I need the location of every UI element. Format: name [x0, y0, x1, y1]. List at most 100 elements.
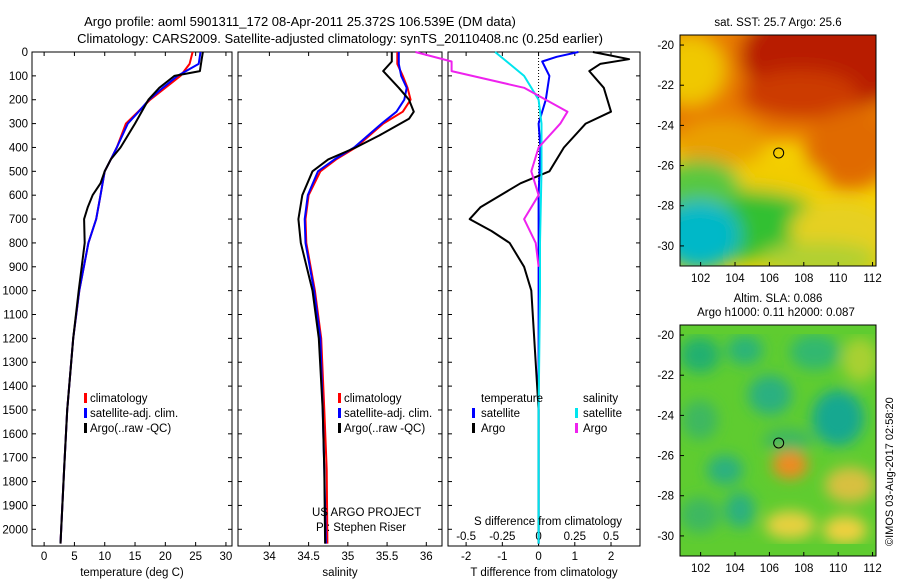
map-x-tick-label: 106 — [760, 563, 779, 575]
sst-map-axes: 102 104 106 108 110 112 -20 -22 -24 -26 -28 -30 — [657, 40, 881, 285]
legend-label-climatology: climatology — [90, 393, 148, 405]
y-tick-label: 200 — [9, 95, 28, 107]
legend-label-temp-argo: Argo — [481, 423, 505, 435]
x-tick-label: 34.5 — [297, 551, 319, 563]
legend-swatch-satellite-adj — [84, 408, 87, 418]
y-tick-label: 1600 — [2, 429, 28, 441]
map-y-tick-label: -22 — [657, 80, 674, 92]
legend-label-argo: Argo(..raw -QC) — [90, 423, 171, 435]
legend-swatch-sal-argo — [575, 423, 578, 433]
imos-stamp: ©IMOS 03-Aug-2017 02:58:20 — [884, 397, 896, 546]
legend-swatch-climatology — [338, 393, 341, 403]
sla-map-title-1: Altim. SLA: 0.086 — [734, 293, 823, 305]
difference-panel: -2 -1 0 1 2-0.5 -0.25 0 0.25 0.5T difference fro… — [415, 51, 641, 579]
map-y-tick-label: -26 — [657, 451, 674, 463]
y-tick-label: 1500 — [2, 405, 28, 417]
x-axis-label: temperature (deg C) — [80, 567, 184, 579]
map-x-tick-label: 104 — [725, 273, 745, 285]
series-line-argo-temperature — [468, 51, 631, 544]
legend-label-argo: Argo(..raw -QC) — [344, 423, 425, 435]
s-tick-label: -0.5 — [456, 531, 476, 543]
x-tick-label: 35 — [341, 551, 354, 563]
sla-map-axes: 102 104 106 108 110 112 -20 -22 -24 -26 -28 -30 — [657, 330, 881, 575]
sla-map: 102 104 106 108 110 112 -20 -22 -24 -26 -28 -30 — [657, 324, 882, 575]
project-credit: US ARGO PROJECT — [312, 507, 421, 519]
map-x-tick-label: 110 — [829, 563, 847, 575]
legend-label-sal-argo: Argo — [583, 423, 607, 435]
series-line-satelliteadjclim — [303, 52, 408, 544]
x-tick-label: 30 — [220, 551, 233, 563]
map-x-tick-label: 110 — [829, 273, 847, 285]
x-tick-label: 1 — [572, 551, 578, 563]
temperature-legend: climatology satellite-adj. clim. Argo(..… — [84, 393, 178, 435]
sla-field — [680, 325, 876, 556]
map-x-tick-label: 112 — [863, 563, 881, 575]
map-x-tick-label: 104 — [725, 563, 745, 575]
y-tick-label: 1200 — [2, 333, 28, 345]
s-tick-label: 0.5 — [603, 531, 619, 543]
sla-field-blobs — [680, 334, 876, 544]
sla-map-title-2: Argo h1000: 0.11 h2000: 0.087 — [697, 307, 855, 319]
y-tick-label: 1900 — [2, 500, 28, 512]
map-y-tick-label: -20 — [657, 330, 674, 342]
legend-swatch-temp-satellite — [472, 408, 475, 418]
series-line-argo-salinity — [415, 51, 569, 267]
map-y-tick-label: -22 — [657, 370, 674, 382]
x-axis-label: salinity — [322, 567, 357, 579]
s-tick-label: 0.25 — [564, 531, 586, 543]
x-tick-label: 20 — [159, 551, 172, 563]
x-tick-label: 0 — [535, 551, 541, 563]
x-tick-label: 10 — [98, 551, 111, 563]
sst-map: 102 104 106 108 110 112 -20 -22 -24 -26 -28 -30 — [657, 34, 882, 285]
legend-swatch-climatology — [84, 393, 87, 403]
x-axis-label: T difference from climatology — [470, 567, 617, 579]
pi-credit: PI: Stephen Riser — [316, 522, 406, 534]
y-tick-label: 600 — [9, 190, 28, 202]
x-tick-label: 2 — [608, 551, 614, 563]
y-tick-label: 700 — [9, 214, 28, 226]
x-tick-label: 36 — [420, 551, 433, 563]
sst-map-frame — [679, 34, 877, 267]
map-x-tick-label: 108 — [794, 273, 813, 285]
legend-label-satellite-adj: satellite-adj. clim. — [344, 408, 432, 420]
legend-label-climatology: climatology — [344, 393, 402, 405]
y-tick-label: 800 — [9, 238, 28, 250]
plot-frame — [237, 51, 443, 547]
sst-profile-marker — [773, 147, 785, 159]
y-tick-label: 900 — [9, 262, 28, 274]
sst-field-blobs — [680, 35, 876, 266]
sst-map-title: sat. SST: 25.7 Argo: 25.6 — [714, 17, 841, 29]
x-tick-label: 5 — [71, 551, 77, 563]
legend-label-temp-satellite: satellite — [481, 408, 520, 420]
s-difference-label: S difference from climatology — [474, 516, 622, 528]
map-x-tick-label: 102 — [691, 273, 710, 285]
plot-frame — [31, 51, 233, 547]
temperature-panel: 0100200300400500600700800900100011001200… — [2, 47, 233, 579]
legend-swatch-satellite-adj — [338, 408, 341, 418]
y-tick-label: 1400 — [2, 381, 28, 393]
sla-profile-marker — [773, 437, 785, 449]
legend-swatch-argo — [338, 423, 341, 433]
y-tick-label: 1000 — [2, 286, 28, 298]
map-y-tick-label: -24 — [657, 120, 674, 132]
x-tick-label: 34 — [263, 551, 276, 563]
map-x-tick-label: 108 — [794, 563, 813, 575]
y-tick-label: 1100 — [3, 310, 28, 322]
legend-title-temperature: temperature — [481, 393, 543, 405]
legend-label-satellite-adj: satellite-adj. clim. — [90, 408, 178, 420]
plot-frame — [447, 51, 641, 547]
y-tick-label: 0 — [22, 47, 28, 59]
y-tick-label: 500 — [9, 166, 28, 178]
map-y-tick-label: -28 — [657, 201, 674, 213]
y-tick-label: 1300 — [2, 357, 28, 369]
legend-swatch-argo — [84, 423, 87, 433]
salinity-legend: climatology satellite-adj. clim. Argo(..… — [338, 393, 432, 435]
map-y-tick-label: -30 — [657, 241, 674, 253]
sla-map-frame — [679, 324, 877, 557]
map-y-tick-label: -20 — [657, 40, 674, 52]
legend-title-salinity: salinity — [583, 393, 618, 405]
map-x-tick-label: 102 — [691, 563, 710, 575]
map-x-tick-label: 112 — [863, 273, 881, 285]
header-line-1: Argo profile: aoml 5901311_172 08-Apr-20… — [84, 14, 516, 29]
y-tick-label: 1800 — [2, 477, 28, 489]
